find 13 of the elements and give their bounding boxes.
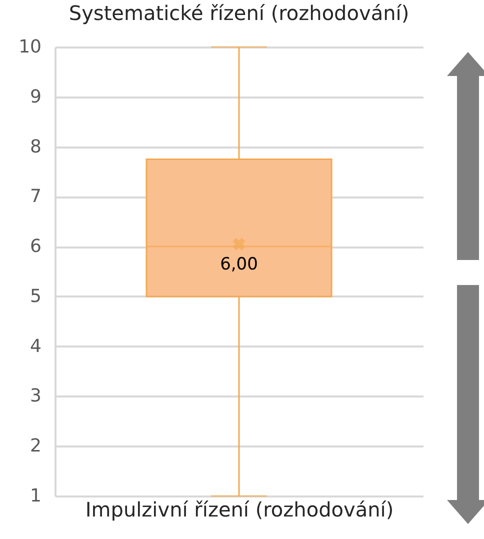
y-tick-label: 8 (30, 136, 42, 158)
y-tick-label: 1 (30, 486, 42, 506)
y-tick-label: 4 (30, 336, 42, 357)
chart-title: Systematické řízení (rozhodování) (68, 1, 410, 25)
y-tick-label: 6 (30, 236, 42, 258)
y-tick-label: 10 (18, 36, 42, 58)
y-tick-label: 3 (30, 386, 42, 407)
annotation: 6,00 (220, 254, 258, 275)
x-axis-title: Impulzivní řízení (rozhodování) (85, 498, 394, 522)
y-tick-label: 7 (30, 186, 42, 208)
y-tick-label: 9 (30, 86, 42, 108)
y-tick-label: 2 (30, 436, 42, 457)
y-tick-label: 5 (30, 286, 42, 307)
